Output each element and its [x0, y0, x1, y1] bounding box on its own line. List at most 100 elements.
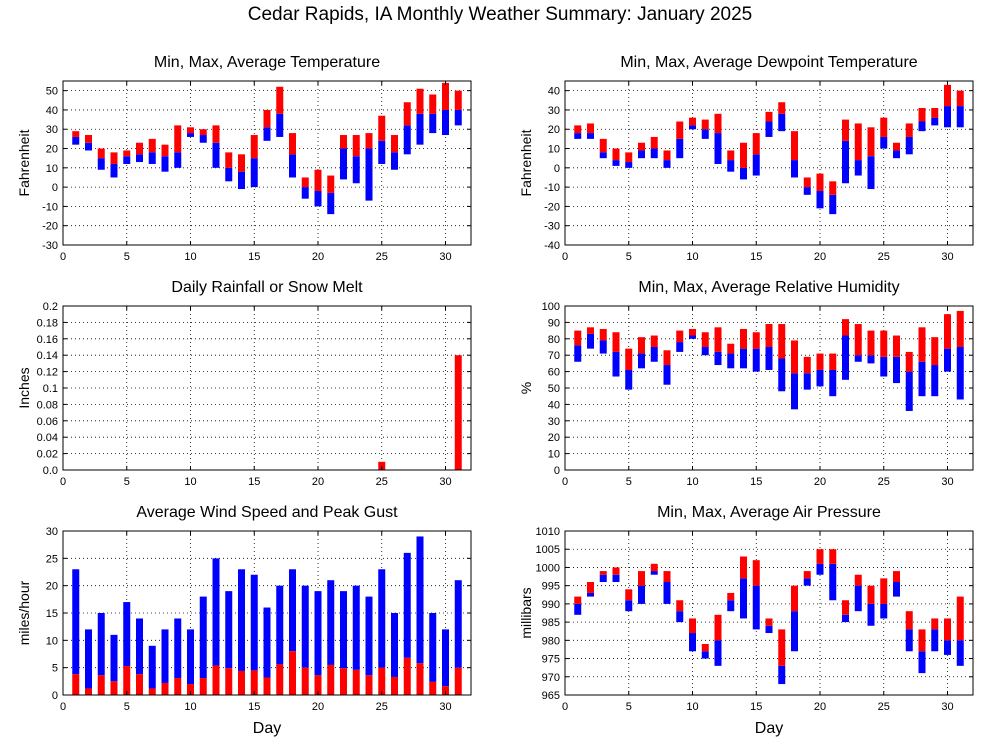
plot-frame [564, 530, 974, 696]
x-tick-label: 5 [124, 251, 130, 263]
bar-min-to-avg [289, 154, 296, 178]
bar-avg-to-max [791, 585, 798, 612]
y-tick-label: 40 [548, 399, 560, 411]
y-tick-label: 1000 [536, 562, 560, 574]
bar-min-to-avg [765, 625, 773, 634]
bar-avg-to-max [676, 121, 684, 139]
bar-min-to-avg [854, 585, 862, 612]
bar-avg-to-max [918, 108, 926, 122]
bar-min-to-avg [403, 125, 411, 155]
rainfall-chart: Daily Rainfall or Snow Melt 0.0 0.02 0.04 0.… [16, 279, 472, 488]
bar-min-to-avg [714, 640, 722, 666]
y-tick-label: -40 [544, 240, 560, 252]
x-tick-label: 0 [60, 701, 66, 713]
bar-avg-to-max [587, 123, 594, 134]
bar-avg-speed [212, 665, 220, 695]
bar-avg-to-max [905, 351, 913, 372]
bar-peak-gust [276, 585, 284, 665]
bar-peak-gust [225, 591, 233, 669]
bar-min-to-avg [676, 342, 684, 352]
y-tick-label: 40 [548, 86, 560, 98]
x-tick-label: 20 [312, 476, 324, 488]
y-tick-label: 995 [542, 581, 560, 593]
bar-avg-speed [403, 657, 411, 695]
bar-avg-to-max [842, 600, 849, 615]
x-tick-label: 0 [60, 251, 66, 263]
bar-avg-speed [301, 667, 309, 695]
bar-avg-to-max [893, 142, 900, 151]
bar-avg-speed [238, 670, 245, 695]
y-tick-label: -20 [544, 201, 560, 213]
bar-avg-to-max [765, 111, 773, 122]
bar-avg-to-max [263, 109, 271, 128]
bar-avg-to-max [778, 629, 786, 666]
bar-min-to-avg [944, 640, 951, 655]
bar-avg-speed [340, 668, 347, 695]
bar-avg-to-max [123, 150, 131, 157]
x-tick-label: 15 [750, 251, 762, 263]
y-tick-label: 975 [542, 654, 560, 666]
bar-avg-to-max [765, 618, 773, 626]
bar-avg-to-max [918, 629, 926, 652]
bar-min-to-avg [327, 192, 335, 215]
bar-avg-to-max [650, 136, 658, 149]
bar-min-to-avg [752, 348, 760, 372]
y-tick-label: -10 [42, 201, 58, 213]
bar-avg-to-max [752, 332, 760, 349]
bar-min-to-avg [429, 113, 437, 134]
bar-avg-to-max [714, 113, 722, 134]
bar-avg-to-max [740, 328, 747, 349]
y-tick-label: -10 [544, 182, 560, 194]
bar-avg-to-max [638, 142, 645, 151]
bar-avg-to-max [714, 614, 722, 641]
x-tick-label: 5 [626, 251, 632, 263]
bar-min-to-avg [676, 138, 684, 159]
bar-avg-to-max [944, 314, 951, 349]
bar-avg-to-max [893, 571, 900, 583]
bar-peak-gust [161, 629, 169, 683]
wind-x-axis-label: Day [253, 720, 281, 737]
bar-avg-to-max [612, 148, 620, 161]
bar-min-to-avg [574, 603, 582, 615]
x-tick-label: 0 [562, 476, 568, 488]
bar-peak-gust [301, 585, 309, 668]
x-tick-label: 30 [941, 701, 953, 713]
y-tick-label: 40 [46, 105, 58, 117]
bar-peak-gust [238, 569, 245, 671]
bar-avg-to-max [650, 563, 658, 572]
bar-avg-to-max [842, 319, 849, 336]
y-tick-label: 1010 [536, 526, 560, 538]
bar-min-to-avg [867, 603, 875, 626]
bar-peak-gust [391, 613, 398, 677]
dewpoint-chart: Min, Max, Average Dewpoint Temperature -4… [518, 54, 974, 263]
bar-min-to-avg [918, 651, 926, 674]
bar-peak-gust [378, 569, 386, 668]
bar-avg-to-max [403, 102, 411, 126]
bar-min-to-avg [123, 156, 131, 164]
x-tick-label: 0 [60, 476, 66, 488]
bar-min-to-avg [727, 160, 735, 172]
bar-avg-to-max [599, 328, 607, 341]
bar-peak-gust [72, 569, 80, 675]
bar-avg-to-max [714, 327, 722, 352]
bar-min-to-avg [727, 353, 735, 369]
bar-min-to-avg [612, 160, 620, 166]
x-tick-label: 20 [312, 251, 324, 263]
bar-avg-to-max [650, 335, 658, 347]
bar-avg-to-max [148, 138, 156, 153]
bar-avg-to-max [701, 332, 709, 347]
bar-avg-speed [136, 674, 143, 695]
bar-min-to-avg [72, 136, 80, 145]
bar-min-to-avg [689, 335, 696, 339]
x-tick-label: 5 [626, 701, 632, 713]
y-tick-label: 0 [554, 465, 560, 477]
y-tick-label: 5 [52, 663, 58, 675]
bar-min-to-avg [765, 347, 773, 370]
bar-avg-to-max [599, 138, 607, 153]
y-tick-label: 0.08 [37, 399, 58, 411]
bar-avg-to-max [752, 560, 760, 586]
x-tick-label: 20 [814, 251, 826, 263]
bar-avg-speed [276, 664, 284, 695]
bar-min-to-avg [816, 563, 824, 575]
bar-avg-to-max [854, 574, 862, 586]
